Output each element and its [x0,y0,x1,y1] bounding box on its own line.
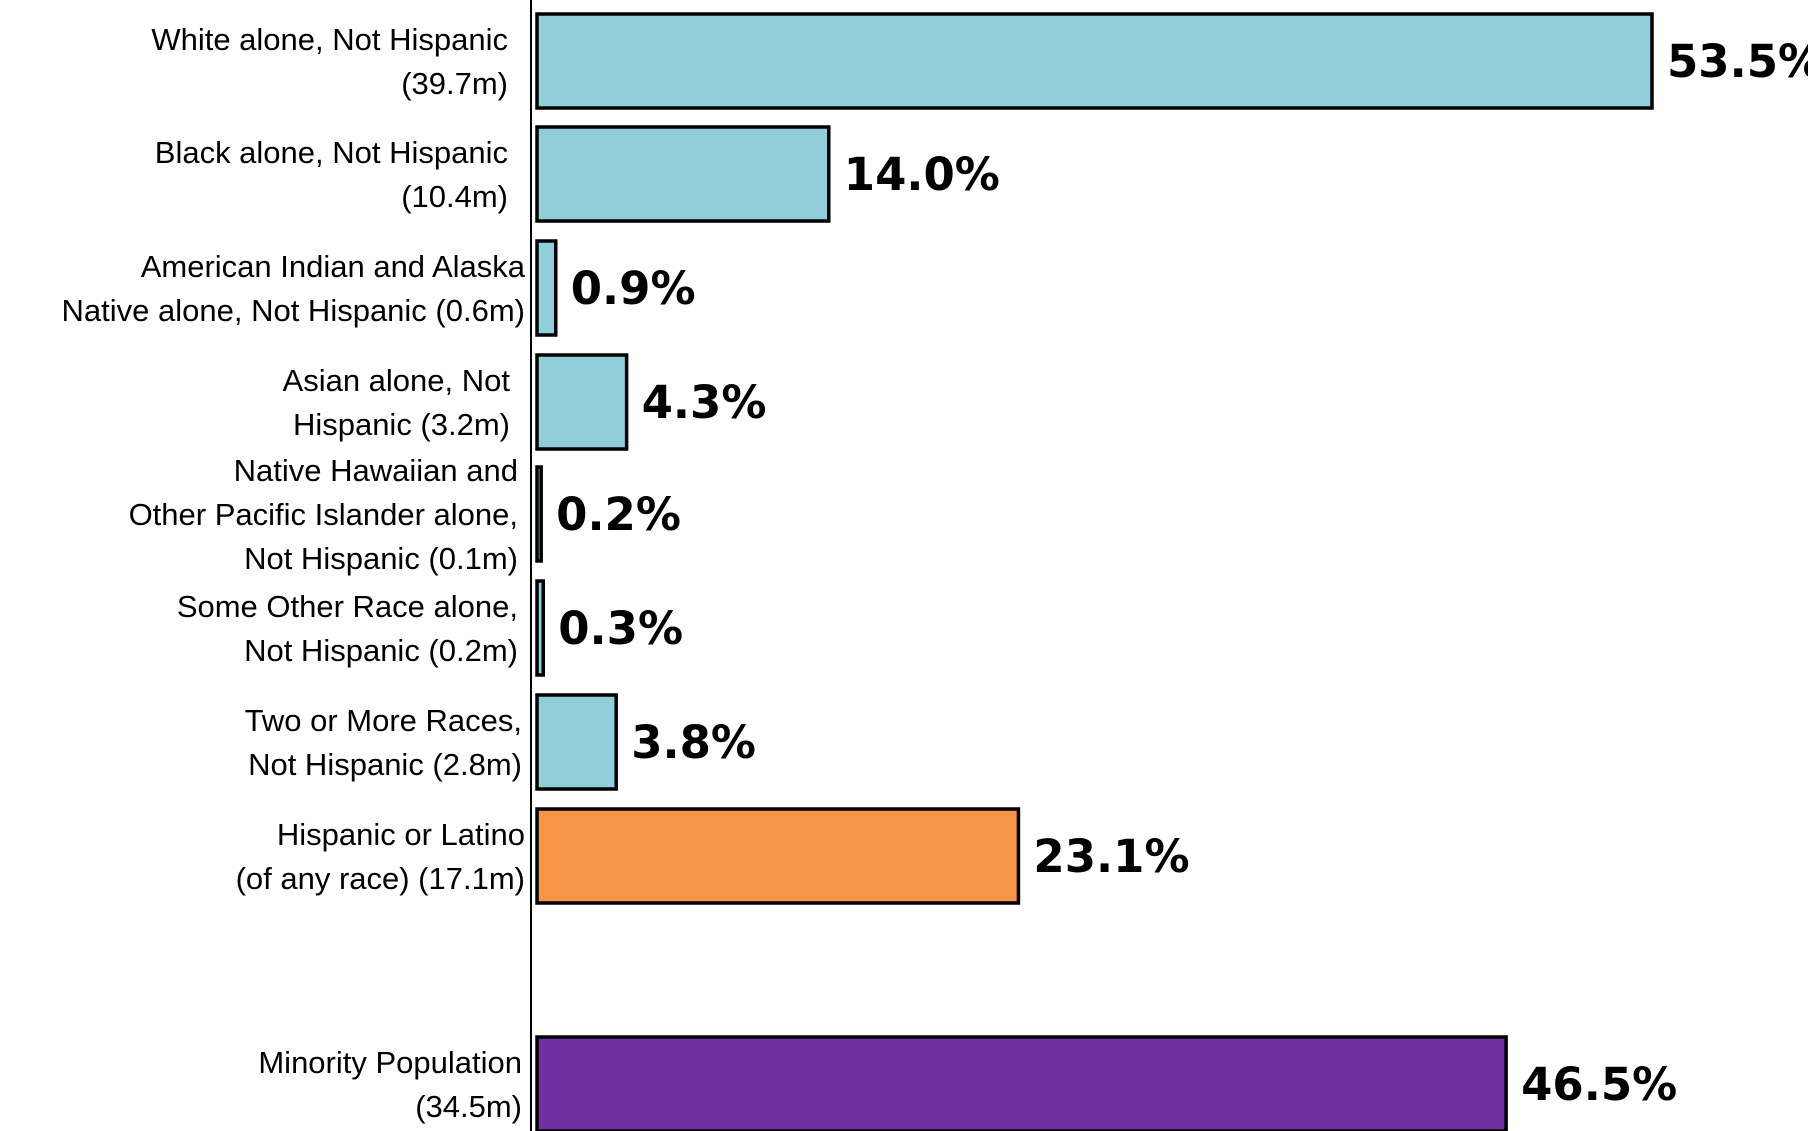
value-label-7: 23.1% [1033,830,1189,883]
category-label-1-line-0: Black alone, Not Hispanic [155,135,508,170]
bar-1 [535,125,831,223]
value-label-2: 0.9% [571,262,696,315]
category-label-4-line-2: Not Hispanic (0.1m) [244,541,518,576]
category-label-6-line-1: Not Hispanic (2.8m) [248,747,522,782]
category-label-3-line-1: Hispanic (3.2m) [293,407,510,442]
category-label-8-line-1: (34.5m) [415,1089,522,1124]
category-label-7-line-0: Hispanic or Latino [277,817,525,852]
category-label-6-line-0: Two or More Races, [245,703,522,738]
category-label-0-line-1: (39.7m) [401,66,508,101]
bar-4 [535,465,543,563]
category-label-1-line-1: (10.4m) [401,179,508,214]
bar-5 [535,579,546,677]
bar-7 [535,807,1021,905]
category-label-4-line-1: Other Pacific Islander alone, [129,497,518,532]
value-label-6: 3.8% [631,716,756,769]
bar-2 [535,239,558,337]
value-label-4: 0.2% [556,488,681,541]
category-label-2-line-0: American Indian and Alaska [141,249,526,284]
bar-8 [535,1035,1508,1131]
value-label-5: 0.3% [558,602,683,655]
bar-6 [535,693,618,791]
bar-3 [535,353,629,451]
bar-0 [535,12,1654,110]
category-label-7-line-1: (of any race) (17.1m) [236,861,525,896]
category-label-8-line-0: Minority Population [258,1045,522,1080]
category-label-2-line-1: Native alone, Not Hispanic (0.6m) [62,293,525,328]
category-label-5-line-1: Not Hispanic (0.2m) [244,633,518,668]
category-label-5-line-0: Some Other Race alone, [177,589,518,624]
value-label-3: 4.3% [642,376,767,429]
category-label-0-line-0: White alone, Not Hispanic [151,22,508,57]
bars-layer [535,12,1654,1131]
value-label-1: 14.0% [844,148,1000,201]
category-label-4-line-0: Native Hawaiian and [234,453,518,488]
category-label-3-line-0: Asian alone, Not [283,363,511,398]
value-label-8: 46.5% [1521,1058,1677,1111]
labels-layer: 53.5% White alone, Not Hispanic (39.7m) 14.… [62,22,1808,1124]
value-label-0: 53.5% [1667,35,1808,88]
